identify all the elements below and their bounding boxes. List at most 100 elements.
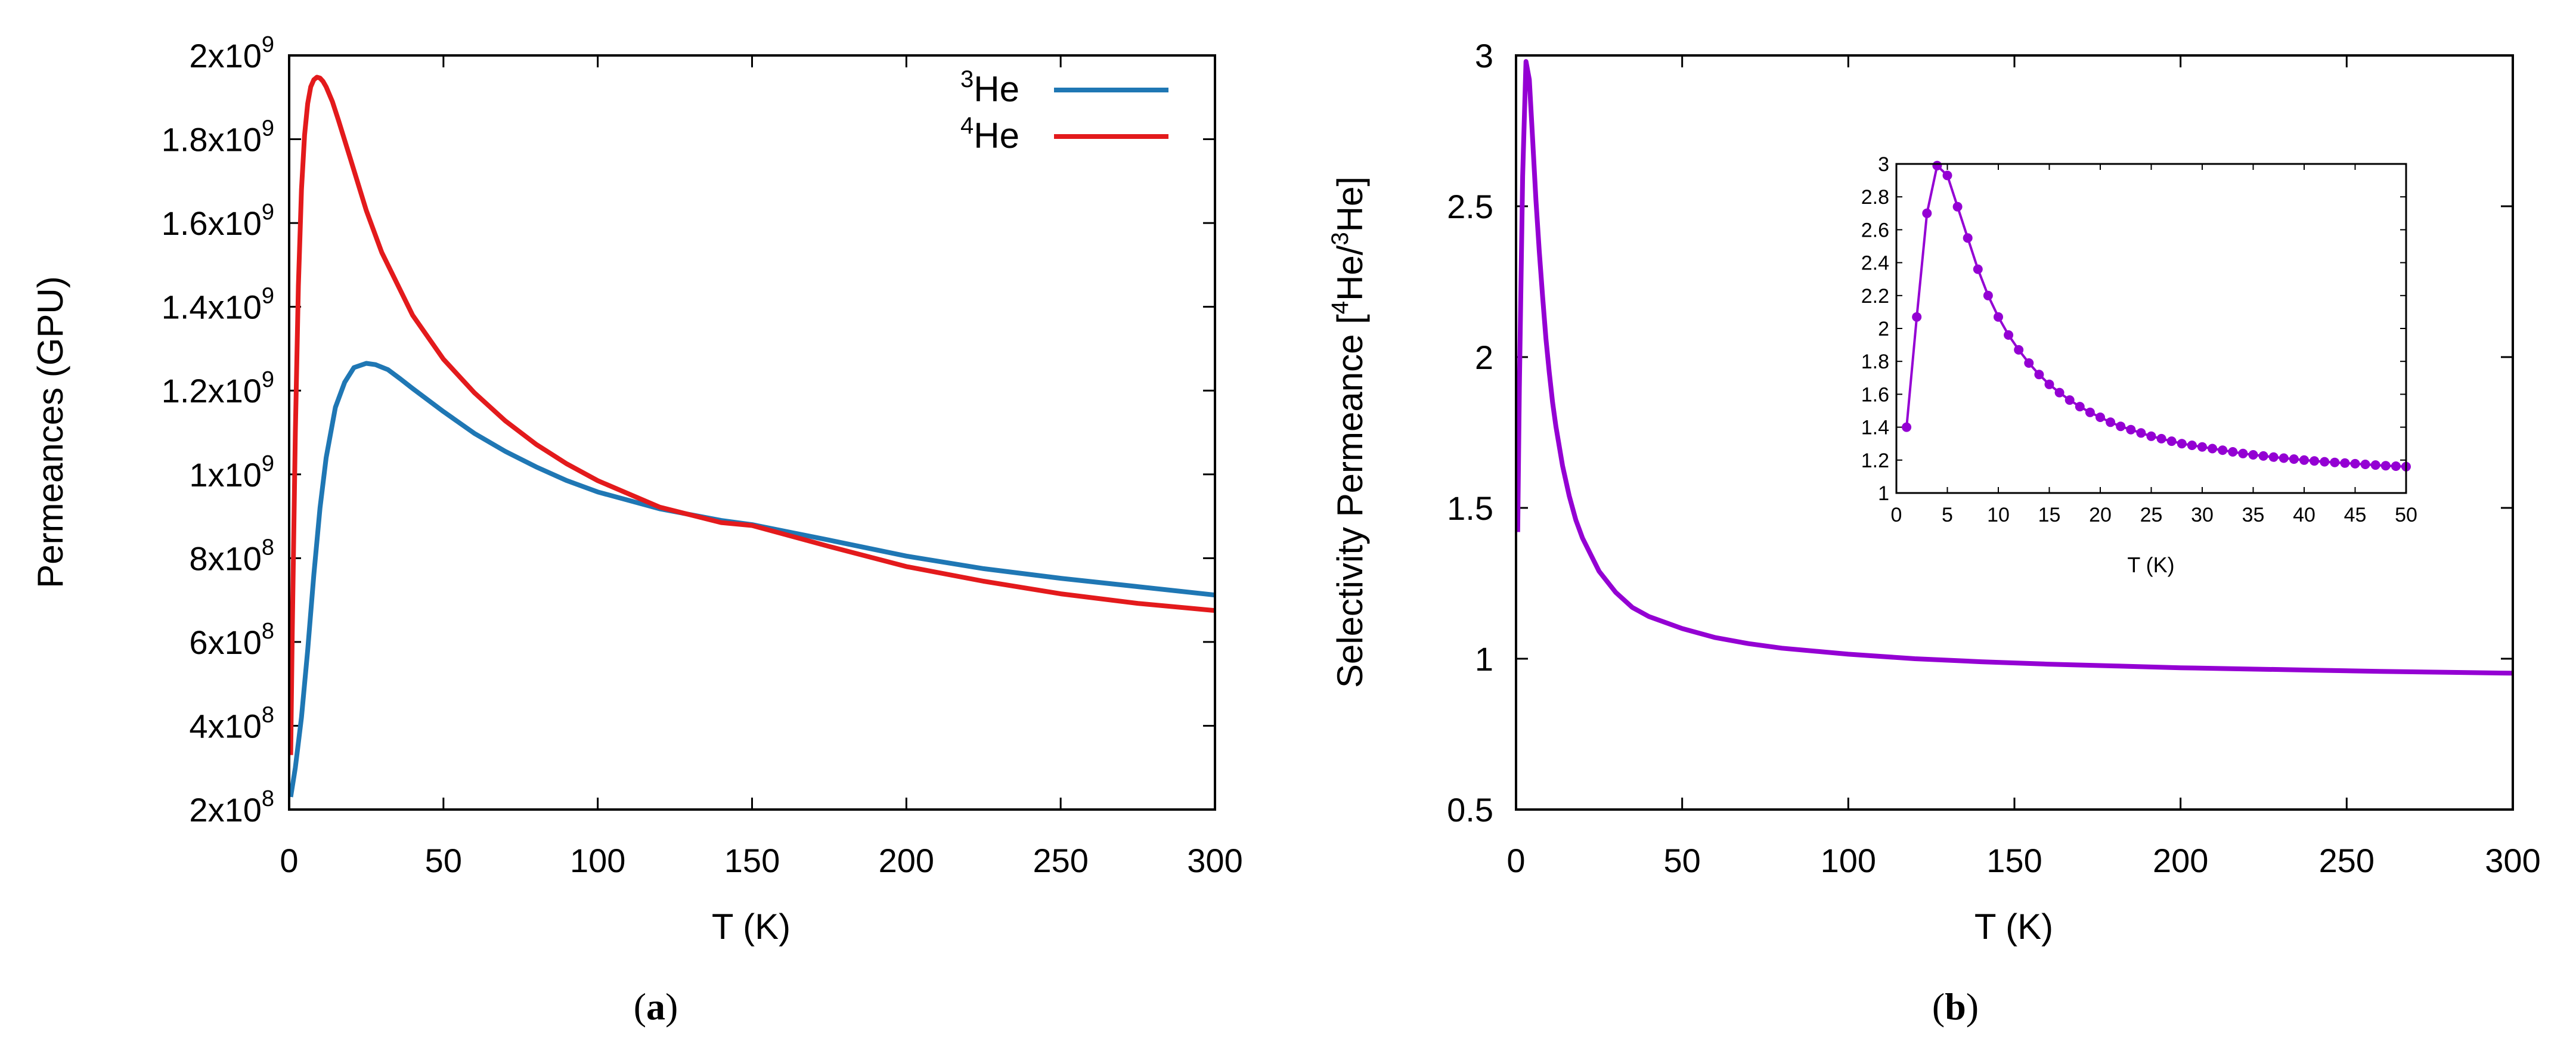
inset-ytick-label: 1 [1878,482,1889,505]
legend-he3-sup: 3 [960,66,974,92]
inset-point [2075,402,2085,412]
chart-b-ytick-label: 1.5 [1447,489,1493,527]
chart-a-ytick-label: 1x109 [189,451,274,494]
legend-he4-text: He [974,116,1019,156]
svg-text:4He: 4He [960,113,1019,156]
inset-point [2299,455,2309,465]
inset-point [2218,445,2228,455]
chart-b-ylabel: Selectivity Permeance [4He/3He] [1327,176,1370,688]
inset-point [2085,407,2095,417]
inset-point [1994,312,2003,322]
svg-text:3He: 3He [960,66,1019,109]
inset-xtick-label: 50 [2395,504,2417,526]
inset-point [2360,460,2370,469]
chart-a-ytick-label: 1.2x109 [162,367,274,410]
chart-a-xtick-label: 150 [724,842,780,879]
chart-b-ytick-label: 0.5 [1447,791,1493,829]
inset-ytick-label: 2.6 [1861,219,1889,241]
inset-xtick-label: 20 [2089,504,2112,526]
chart-b-xtick-label: 200 [2153,842,2208,879]
inset-point [2034,370,2044,380]
inset-point [1942,170,1952,181]
chart-b-ytick-label: 2.5 [1447,188,1493,225]
inset-point [2024,358,2034,368]
inset-xtick-label: 15 [2038,504,2061,526]
inset-point [2014,345,2024,355]
inset-ytick-label: 2.2 [1861,285,1889,308]
inset-xtick-label: 10 [1987,504,2010,526]
legend-item-he3: 3He [960,66,1168,109]
chart-b-xtick-label: 300 [2485,842,2540,879]
inset-point [2106,417,2116,427]
inset-point [1912,312,1922,322]
inset-point [2279,453,2289,463]
inset-point [2177,439,2187,449]
inset-point [2126,424,2136,435]
inset-point [2380,461,2391,471]
chart-a-ytick-label: 2x108 [189,786,274,829]
inset-point [2310,456,2320,466]
chart-a-frame [288,54,1216,811]
chart-b-inset: 0 5 10 15 20 25 30 35 40 45 50 1 1.2 1.4 1.6 1.8 2 2.2 2.4… [1861,153,2417,577]
inset-ytick-label: 1.8 [1861,351,1889,373]
inset-xtick-label: 5 [1942,504,1953,526]
inset-point [2054,387,2064,398]
chart-a-ytick-label: 2x109 [189,32,274,75]
chart-a-xtick-label: 250 [1033,842,1088,879]
inset-background [1896,164,2406,493]
chart-a-xtick-label: 50 [425,842,462,879]
chart-a-ylabel: Permeances (GPU) [30,276,70,588]
chart-b-frame [1515,54,2514,811]
inset-point [2095,413,2105,422]
inset-point [2116,421,2126,432]
chart-a-xlabel: T (K) [712,907,791,947]
chart-a-ytick-label: 8x108 [189,535,274,577]
inset-point [1932,160,1942,170]
inset-point [2044,379,2054,389]
inset-point [1973,264,1983,274]
chart-a-legend: 3He 4He [960,66,1168,156]
inset-point [2248,450,2258,460]
inset-xtick-label: 40 [2293,504,2315,526]
caption-b: (b) [1932,985,1979,1028]
inset-point [2350,458,2360,469]
inset-point [2268,452,2279,462]
inset-point [2289,454,2299,464]
legend-he4-sup: 4 [960,113,974,139]
inset-xlabel: T (K) [2127,553,2174,577]
inset-point [1952,201,1963,212]
chart-b-xlabel: T (K) [1974,907,2053,947]
inset-point [2330,457,2340,467]
inset-ytick-label: 1.6 [1861,383,1889,406]
inset-point [2136,428,2146,438]
inset-ytick-label: 2.4 [1861,252,1889,275]
inset-point [2238,448,2248,458]
inset-xtick-label: 0 [1891,504,1902,526]
inset-point [2228,447,2238,457]
chart-a-ytick-label: 6x108 [189,619,274,661]
inset-point [2340,458,2350,468]
inset-point [1983,290,1993,300]
inset-point [2197,442,2207,452]
inset-ytick-label: 2.8 [1861,186,1889,209]
inset-xtick-label: 30 [2191,504,2214,526]
inset-point [2004,330,2014,340]
inset-point [1902,422,1912,432]
series-line-selectivity [1516,59,2513,676]
series-line-he4 [289,75,1215,755]
inset-point [2146,431,2156,441]
chart-b-xtick-label: 50 [1664,842,1701,879]
inset-point [2156,433,2166,444]
inset-point [2208,444,2218,454]
inset-ytick-label: 1.4 [1861,417,1889,439]
chart-a-xtick-label: 300 [1187,842,1242,879]
chart-b-xtick-label: 150 [1986,842,2042,879]
inset-xtick-label: 25 [2140,504,2163,526]
inset-point [1963,233,1973,243]
chart-a: 0 50 100 150 200 250 300 2x108 4x108 6x108 8x108 1x… [30,32,1243,1028]
chart-b-xtick-label: 0 [1506,842,1525,879]
inset-point [2320,457,2330,467]
inset-point [2391,461,2401,471]
